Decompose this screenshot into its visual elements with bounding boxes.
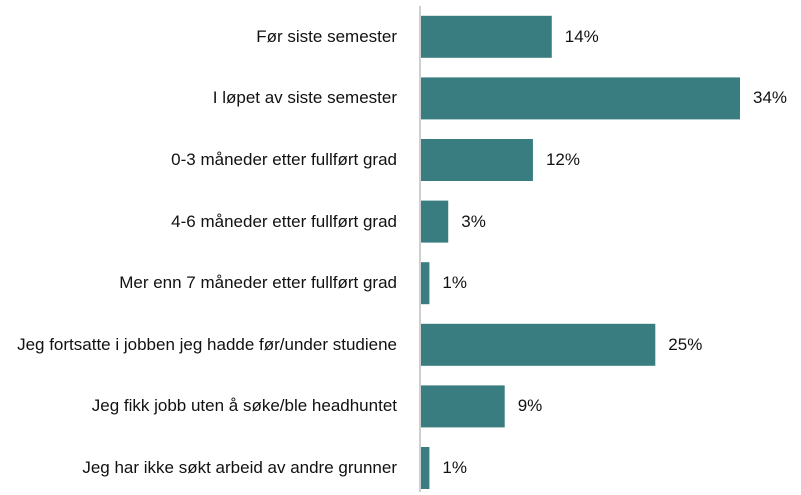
bar: [421, 323, 656, 366]
category-label: Mer enn 7 måneder etter fullført grad: [119, 273, 397, 293]
value-label: 3%: [461, 211, 486, 231]
bar: [421, 447, 430, 489]
value-label: 34%: [753, 88, 788, 108]
bar: [421, 200, 449, 243]
category-label-box: 4-6 måneder etter fullført grad: [0, 192, 397, 252]
category-label-box: Før siste semester: [0, 7, 397, 67]
category-label: 4-6 måneder etter fullført grad: [171, 211, 397, 231]
value-label: 1%: [442, 458, 467, 477]
category-label: Før siste semester: [256, 26, 397, 46]
bar: [421, 77, 740, 120]
category-label-box: Jeg fikk jobb uten å søke/ble headhuntet: [0, 376, 397, 436]
bar: [421, 139, 533, 181]
category-label: Jeg fortsatte i jobben jeg hadde før/und…: [17, 334, 397, 354]
category-label-box: Jeg fortsatte i jobben jeg hadde før/und…: [0, 315, 397, 375]
category-label-box: 0-3 måneder etter fullført grad: [0, 130, 397, 190]
category-label: 0-3 måneder etter fullført grad: [171, 150, 397, 169]
value-label: 12%: [545, 150, 580, 169]
bar: [421, 385, 505, 428]
category-label-box: Mer enn 7 måneder etter fullført grad: [0, 253, 397, 313]
value-label: 25%: [668, 334, 703, 354]
category-label-box: I løpet av siste semester: [0, 68, 397, 128]
value-label: 1%: [442, 273, 467, 293]
value-label: 14%: [564, 26, 599, 46]
category-label: Jeg har ikke søkt arbeid av andre grunne…: [82, 458, 397, 477]
bar: [421, 262, 430, 305]
value-label: 9%: [517, 396, 543, 416]
category-label: I løpet av siste semester: [212, 88, 397, 108]
category-label: Jeg fikk jobb uten å søke/ble headhuntet: [91, 396, 397, 416]
bar: [421, 15, 552, 58]
category-label-box: Jeg har ikke søkt arbeid av andre grunne…: [0, 438, 397, 495]
